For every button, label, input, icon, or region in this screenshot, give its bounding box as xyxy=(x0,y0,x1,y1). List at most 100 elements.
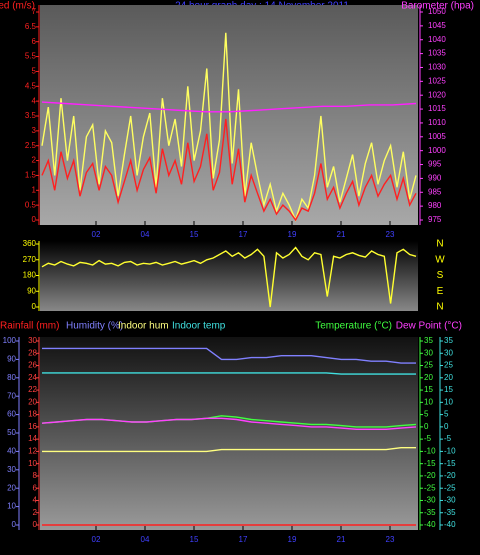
compass-label: W xyxy=(435,254,445,265)
y-tick-label: 90 xyxy=(27,286,36,295)
compass-label: S xyxy=(437,270,444,281)
y-tick-label: 15 xyxy=(424,385,433,394)
y-tick-label: 1015 xyxy=(428,104,446,113)
y-tick-label: 5 xyxy=(444,410,449,419)
y-tick-label: 0 xyxy=(33,520,38,529)
y-tick-label: 1000 xyxy=(428,146,446,155)
series-line xyxy=(42,347,416,364)
y-tick-label: 0 xyxy=(32,302,37,311)
y-tick-label: 4.5 xyxy=(25,81,37,90)
x-tick-label: 02 xyxy=(92,535,101,544)
series-line xyxy=(41,32,417,223)
legend-label: Indoor temp xyxy=(172,321,226,332)
x-tick-label: 15 xyxy=(190,535,199,544)
x-tick-label: 02 xyxy=(92,230,101,239)
y-tick-label: 360 xyxy=(23,239,37,248)
y-tick-label: 25 xyxy=(444,361,453,370)
y-tick-label: 1050 xyxy=(428,7,446,16)
y-tick-label: 18 xyxy=(28,410,37,419)
plot-area xyxy=(40,5,418,225)
y-tick-label: 20 xyxy=(7,483,16,492)
y-tick-label: 1030 xyxy=(428,63,446,72)
y-tick-label: 30 xyxy=(444,348,453,357)
x-tick-label: 04 xyxy=(141,535,150,544)
y-tick-label: -25 xyxy=(424,483,436,492)
y-tick-label: 2.5 xyxy=(25,141,37,150)
x-tick-label: 04 xyxy=(141,230,150,239)
y-tick-label: -5 xyxy=(444,434,452,443)
y-tick-label: -30 xyxy=(424,496,436,505)
y-tick-label: 3.5 xyxy=(25,111,37,120)
series-line xyxy=(42,447,416,453)
y-tick-label: 28 xyxy=(28,348,37,357)
y-tick-label: 1025 xyxy=(428,76,446,85)
legend-label: Rainfall (mm) xyxy=(0,321,59,332)
series-line xyxy=(41,246,417,308)
legend-label: Indoor hum xyxy=(118,321,169,332)
y-tick-label: 26 xyxy=(28,361,37,370)
compass-label: N xyxy=(436,302,443,313)
y-tick-label: 1040 xyxy=(428,35,446,44)
y-tick-label: 30 xyxy=(28,336,37,345)
y-tick-label: 10 xyxy=(7,502,16,511)
legend-label: Temperature (°C) xyxy=(315,321,392,332)
x-tick-label: 21 xyxy=(337,535,346,544)
x-tick-label: 23 xyxy=(386,230,395,239)
x-tick-label: 17 xyxy=(239,535,248,544)
series-line xyxy=(41,417,417,430)
x-tick-label: 15 xyxy=(190,230,199,239)
y-tick-label: -35 xyxy=(444,508,456,517)
y-tick-label: 3 xyxy=(32,126,37,135)
y-tick-label: -5 xyxy=(424,434,432,443)
y-tick-label: 1005 xyxy=(428,132,446,141)
y-tick-label: 0.5 xyxy=(25,200,37,209)
y-tick-label: 10 xyxy=(444,397,453,406)
series-line xyxy=(41,101,417,113)
y-tick-label: -15 xyxy=(424,459,436,468)
y-tick-label: 5 xyxy=(424,410,429,419)
axis-title: Windspeed (m/s) xyxy=(0,1,35,12)
y-tick-label: -10 xyxy=(444,447,456,456)
legend-label: Dew Point (°C) xyxy=(396,321,462,332)
y-tick-label: 270 xyxy=(23,255,37,264)
plot-area xyxy=(40,337,418,530)
y-tick-label: -35 xyxy=(424,508,436,517)
y-tick-label: 60 xyxy=(7,410,16,419)
y-tick-label: 995 xyxy=(428,160,442,169)
y-tick-label: 14 xyxy=(28,434,37,443)
y-tick-label: -20 xyxy=(444,471,456,480)
y-tick-label: 1035 xyxy=(428,49,446,58)
y-tick-label: 180 xyxy=(23,271,37,280)
x-tick-label: 17 xyxy=(239,230,248,239)
y-tick-label: 90 xyxy=(7,355,16,364)
y-tick-label: 16 xyxy=(28,422,37,431)
y-tick-label: 980 xyxy=(428,201,442,210)
y-tick-label: 7 xyxy=(32,7,37,16)
y-tick-label: 40 xyxy=(7,447,16,456)
y-tick-label: 0 xyxy=(12,520,17,529)
y-tick-label: 4 xyxy=(32,96,37,105)
y-tick-label: -10 xyxy=(424,447,436,456)
y-tick-label: 0 xyxy=(32,215,37,224)
y-tick-label: 30 xyxy=(7,465,16,474)
x-tick-label: 21 xyxy=(337,230,346,239)
y-tick-label: -40 xyxy=(444,520,456,529)
y-tick-label: 100 xyxy=(3,336,17,345)
y-tick-label: -20 xyxy=(424,471,436,480)
x-tick-label: 23 xyxy=(386,535,395,544)
y-tick-label: 24 xyxy=(28,373,37,382)
axis-title: Barometer (hpa) xyxy=(401,1,474,12)
y-tick-label: 1010 xyxy=(428,118,446,127)
y-tick-label: 15 xyxy=(444,385,453,394)
y-tick-label: 10 xyxy=(28,459,37,468)
y-tick-label: 80 xyxy=(7,373,16,382)
y-tick-label: 5.5 xyxy=(25,52,37,61)
y-tick-label: -30 xyxy=(444,496,456,505)
y-tick-label: -15 xyxy=(444,459,456,468)
y-tick-label: 990 xyxy=(428,174,442,183)
y-tick-label: 1020 xyxy=(428,90,446,99)
y-tick-label: 1 xyxy=(32,185,37,194)
plot-area xyxy=(40,241,418,311)
y-tick-label: 6.5 xyxy=(25,22,37,31)
